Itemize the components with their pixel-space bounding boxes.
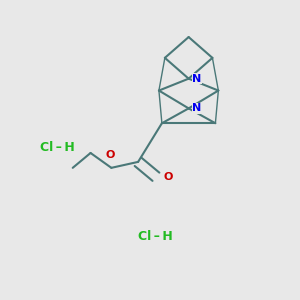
Text: N: N xyxy=(192,103,202,113)
Text: O: O xyxy=(105,150,115,161)
Text: O: O xyxy=(164,172,173,182)
Text: Cl – H: Cl – H xyxy=(138,230,173,243)
Text: N: N xyxy=(192,74,202,84)
Text: Cl – H: Cl – H xyxy=(40,140,75,154)
